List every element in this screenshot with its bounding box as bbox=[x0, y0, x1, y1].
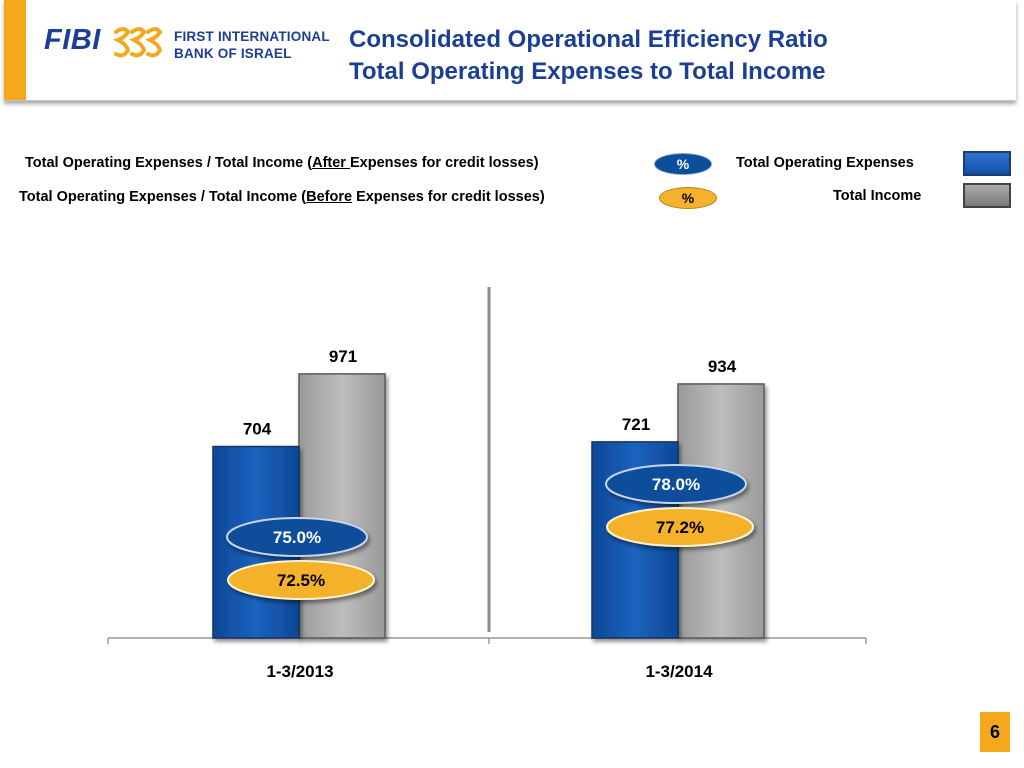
data-label-income: 971 bbox=[329, 347, 357, 366]
legend-ratio-before-prefix: Total Operating Expenses / Total Income … bbox=[19, 189, 307, 205]
slide-title-line1: Consolidated Operational Efficiency Rati… bbox=[349, 26, 828, 53]
legend-ratio-after-prefix: Total Operating Expenses / Total Income … bbox=[25, 155, 313, 171]
ratio-before-label: 77.2% bbox=[656, 518, 704, 537]
legend-ratio-after: Total Operating Expenses / Total Income … bbox=[25, 155, 539, 171]
x-tick-label: 1-3/2013 bbox=[266, 662, 333, 681]
slide-header: FIBI FIRST INTERNATIONAL BANK OF ISRAEL … bbox=[4, 0, 1016, 101]
slide-title: Consolidated Operational Efficiency Rati… bbox=[349, 24, 828, 88]
ratio-after-label: 75.0% bbox=[273, 528, 321, 547]
ratio-before-label: 72.5% bbox=[277, 571, 325, 590]
ratio-after-label: 78.0% bbox=[652, 475, 700, 494]
legend-expenses-label: Total Operating Expenses bbox=[736, 155, 914, 171]
legend-expenses-swatch bbox=[963, 151, 1011, 176]
legend-ratio-before: Total Operating Expenses / Total Income … bbox=[19, 189, 545, 205]
x-tick-label: 1-3/2014 bbox=[645, 662, 713, 681]
ratio-before-badge bbox=[227, 560, 375, 600]
legend-ratio-before-suffix: Expenses for credit losses) bbox=[352, 189, 545, 205]
slide-title-line2: Total Operating Expenses to Total Income bbox=[349, 58, 826, 85]
bank-name-line1: FIRST INTERNATIONAL bbox=[174, 29, 330, 44]
legend-ratio-before-emphasis: Before bbox=[306, 189, 353, 205]
ratio-after-badge bbox=[226, 517, 368, 557]
legend-ratio-after-suffix: Expenses for credit losses) bbox=[349, 155, 539, 171]
legend-ratio-before-marker: % bbox=[659, 187, 717, 209]
legend-income-swatch bbox=[963, 183, 1011, 208]
ratio-after-badge bbox=[605, 464, 747, 504]
bank-name-line2: BANK OF ISRAEL bbox=[174, 46, 292, 61]
header-accent-bar bbox=[4, 0, 26, 100]
bank-name: FIRST INTERNATIONAL BANK OF ISRAEL bbox=[174, 28, 330, 62]
bank-logo-icon bbox=[112, 27, 163, 58]
data-label-income: 934 bbox=[708, 357, 737, 376]
legend-ratio-after-emphasis: After bbox=[312, 155, 350, 171]
data-label-expenses: 704 bbox=[243, 420, 272, 439]
fibi-logo-text: FIBI bbox=[44, 24, 101, 56]
data-label-expenses: 721 bbox=[622, 415, 650, 434]
legend-income-label: Total Income bbox=[833, 188, 922, 204]
ratio-before-badge bbox=[606, 507, 754, 547]
legend-ratio-after-marker: % bbox=[654, 153, 712, 175]
page-number: 6 bbox=[980, 712, 1010, 752]
